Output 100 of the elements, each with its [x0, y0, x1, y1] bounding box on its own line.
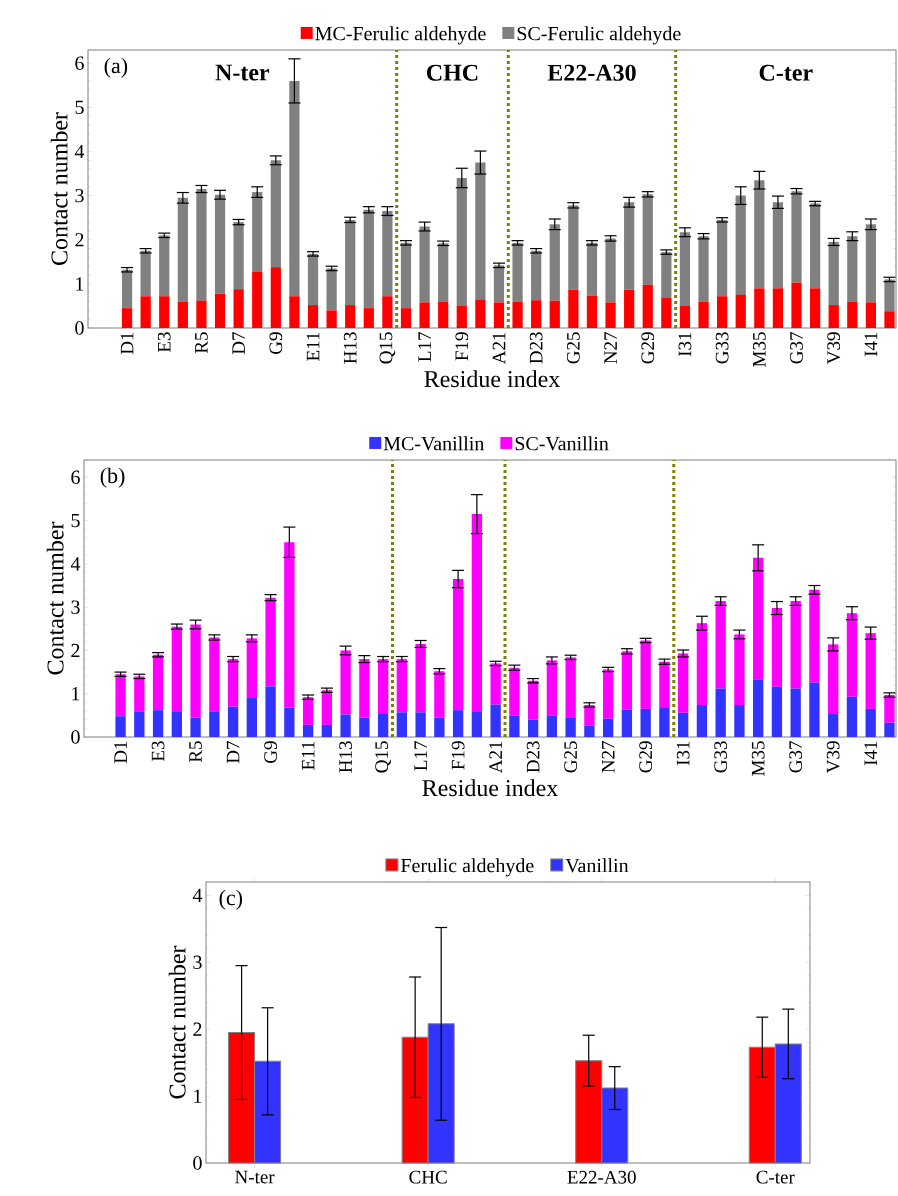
- y-tick-label: 6: [75, 56, 84, 70]
- bar: [717, 296, 728, 329]
- bar: [321, 724, 333, 737]
- bar: [302, 697, 314, 725]
- bar: [531, 250, 542, 301]
- bar: [475, 299, 486, 329]
- bar: [152, 710, 164, 737]
- bar: [196, 300, 207, 329]
- bar: [846, 613, 858, 697]
- bar: [227, 659, 239, 707]
- bar: [549, 300, 560, 329]
- bar: [326, 310, 337, 329]
- bar: [717, 219, 728, 297]
- bar: [493, 265, 505, 303]
- bar: [359, 659, 370, 718]
- bar: [452, 579, 464, 711]
- x-tick-label: D1: [114, 741, 127, 764]
- x-tick-label: M35: [752, 332, 766, 367]
- bar: [377, 659, 389, 714]
- bar: [659, 708, 670, 737]
- bar: [771, 608, 783, 687]
- bar: [265, 686, 276, 737]
- y-tick-label: 1: [194, 1089, 202, 1103]
- bar: [696, 704, 708, 737]
- bar: [584, 704, 595, 726]
- x-tick-label: R5: [195, 332, 208, 354]
- annotation: (c): [219, 889, 243, 910]
- bar: [419, 226, 430, 303]
- bar: [546, 660, 558, 716]
- y-tick-label: 2: [71, 643, 80, 658]
- y-tick-label: 3: [71, 600, 80, 614]
- x-tick-label: D23: [526, 741, 540, 773]
- x-tick-label: D7: [226, 741, 240, 764]
- legend-label: Vanillin: [565, 858, 629, 873]
- x-tick-label: D7: [232, 332, 245, 355]
- bar: [698, 236, 709, 302]
- bar: [865, 302, 877, 329]
- bar: [772, 288, 784, 329]
- y-tick-label: 0: [71, 730, 80, 744]
- bar: [471, 514, 483, 712]
- x-axis-title: Residue index: [424, 370, 561, 388]
- x-tick-label: F19: [455, 332, 469, 361]
- bar: [214, 293, 226, 329]
- bar: [828, 305, 839, 329]
- bar: [512, 242, 523, 302]
- bar: [640, 708, 651, 737]
- bar: [284, 707, 295, 737]
- bar: [289, 296, 300, 329]
- bar: [865, 708, 876, 737]
- bar: [602, 718, 614, 737]
- bar: [753, 557, 764, 680]
- bar: [307, 305, 319, 329]
- bar: [171, 711, 182, 737]
- x-tick-label: G33: [714, 741, 728, 773]
- bar: [810, 203, 821, 289]
- legend-label: SC-Ferulic aldehyde: [517, 26, 681, 45]
- bar: [846, 696, 858, 737]
- bar: [546, 715, 558, 737]
- bar: [568, 205, 579, 290]
- x-tick-label: G33: [715, 332, 729, 364]
- legend-label: Ferulic aldehyde: [401, 858, 534, 877]
- bar: [771, 686, 783, 737]
- bar: [602, 669, 614, 719]
- bar: [456, 305, 467, 329]
- bar: [568, 289, 579, 329]
- bar: [659, 661, 670, 708]
- bar: [252, 192, 263, 272]
- x-tick-label: G25: [564, 741, 578, 773]
- annotation: N-ter: [215, 64, 270, 81]
- x-tick-label: D23: [529, 332, 543, 364]
- annotation: C-ter: [759, 64, 813, 81]
- bar: [698, 301, 709, 329]
- y-axis-title: Contact number: [46, 521, 64, 675]
- bar: [679, 232, 691, 306]
- bar: [642, 284, 653, 329]
- x-tick-label: I41: [864, 332, 878, 357]
- bar: [209, 637, 220, 712]
- y-axis-title: Contact number: [168, 945, 186, 1099]
- bar: [190, 624, 201, 718]
- bar: [233, 222, 244, 290]
- bar: [159, 235, 170, 297]
- bar: [493, 302, 505, 329]
- bar: [321, 690, 333, 725]
- bar: [363, 209, 374, 309]
- x-tick-label: I31: [678, 332, 692, 357]
- x-tick-label: N-ter: [235, 1170, 275, 1184]
- x-tick-label: G9: [264, 741, 277, 763]
- bar: [884, 722, 895, 737]
- y-tick-label: 5: [71, 513, 80, 528]
- x-axis-title: Residue index: [422, 779, 559, 797]
- y-axis-title: Contact number: [50, 112, 68, 265]
- bar: [434, 671, 445, 718]
- bar: [171, 626, 182, 712]
- bar: [847, 236, 858, 302]
- bar: [605, 302, 616, 329]
- y-tick-label: 3: [193, 955, 202, 970]
- annotation: E22-A30: [547, 64, 636, 81]
- bar: [302, 724, 314, 737]
- bar: [809, 589, 820, 683]
- bar: [326, 268, 337, 311]
